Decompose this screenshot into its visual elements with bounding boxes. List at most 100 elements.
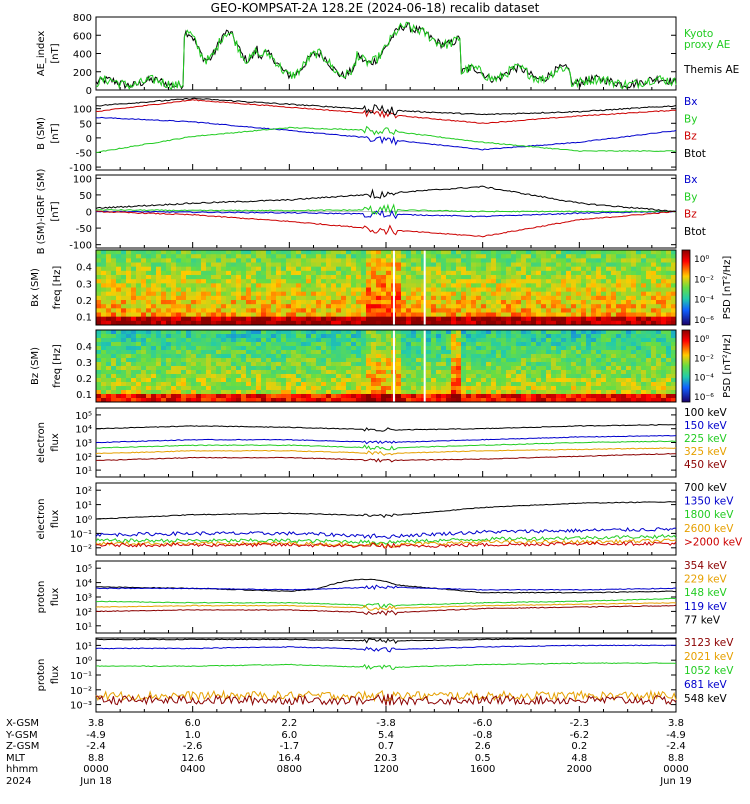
series-8-548keV	[95, 638, 676, 644]
spec-cell	[466, 300, 472, 305]
spec-cell	[456, 358, 462, 363]
spec-cell	[316, 316, 322, 322]
spec-cell	[211, 330, 217, 335]
spec-cell	[561, 362, 567, 367]
spec-cell	[451, 295, 457, 301]
spec-cell	[271, 358, 277, 363]
spec-cell	[336, 378, 342, 383]
spec-cell	[291, 316, 297, 322]
spec-cell	[476, 250, 482, 255]
spec-cell	[176, 270, 182, 276]
spec-cell	[201, 386, 207, 391]
spec-cell	[496, 316, 502, 322]
spec-cell	[191, 304, 197, 309]
spec-cell	[176, 262, 182, 268]
spec-cell	[656, 386, 662, 391]
spec-cell	[581, 266, 587, 272]
spec-cell	[451, 398, 457, 403]
spec-cell	[131, 250, 137, 255]
spec-cell	[506, 362, 512, 367]
spec-cell	[626, 334, 632, 339]
spec-cell	[621, 342, 627, 347]
spec-cell	[401, 342, 407, 347]
spec-cell	[611, 398, 617, 403]
spec-cell	[606, 270, 612, 276]
spec-cell	[416, 334, 422, 339]
legend-elec2-3: 2600 keV	[684, 523, 734, 535]
spec-cell	[436, 354, 442, 359]
spec-cell	[366, 262, 372, 268]
spec-cell	[126, 295, 132, 301]
spec-cell	[186, 254, 192, 259]
spec-cell	[646, 350, 652, 355]
spec-cell	[211, 283, 217, 288]
spec-cell	[571, 258, 577, 263]
spec-cell	[166, 354, 172, 359]
spec-cell	[146, 291, 152, 297]
spec-cell	[581, 320, 587, 326]
spec-cell	[396, 258, 402, 263]
spec-cell	[601, 291, 607, 297]
spec-cell	[401, 382, 407, 387]
spec-cell	[211, 279, 217, 284]
spec-cell	[566, 382, 572, 387]
spec-cell	[336, 250, 342, 255]
spec-cell	[406, 342, 412, 347]
spec-cell	[241, 362, 247, 367]
spec-cell	[671, 295, 677, 301]
spec-cell	[606, 254, 612, 259]
spec-cell	[611, 394, 617, 399]
spec-cell	[571, 320, 577, 326]
spec-cell	[646, 291, 652, 297]
spec-cell	[101, 398, 107, 403]
xaxis-value-3-0: -3.8	[376, 718, 396, 729]
spec-cell	[116, 258, 122, 263]
spec-cell	[436, 266, 442, 272]
spec-cell	[626, 350, 632, 355]
spec-cell	[671, 390, 677, 395]
spec-cell	[111, 362, 117, 367]
spec-cell	[136, 362, 142, 367]
spec-cell	[611, 270, 617, 276]
spec-cell	[671, 254, 677, 259]
spec-cell	[601, 334, 607, 339]
spec-cell	[121, 275, 127, 280]
spec-cell	[671, 330, 677, 335]
spec-cell	[576, 338, 582, 343]
spec-cell	[556, 334, 562, 339]
spec-cell	[286, 316, 292, 322]
spec-cell	[161, 346, 167, 351]
spec-cell	[606, 394, 612, 399]
spec-cell	[296, 350, 302, 355]
spec-cell	[181, 362, 187, 367]
spec-cell	[406, 330, 412, 335]
spec-cell	[386, 350, 392, 355]
spec-cell	[231, 350, 237, 355]
spec-cell	[206, 275, 212, 280]
spec-cell	[641, 334, 647, 339]
spec-cell	[161, 287, 167, 293]
spec-cell	[311, 275, 317, 280]
xaxis-value-6-2: -2.4	[666, 741, 686, 752]
spec-cell	[456, 386, 462, 391]
spec-cell	[161, 374, 167, 379]
spec-cell	[326, 291, 332, 297]
spec-cell	[436, 398, 442, 403]
spec-cell	[226, 283, 232, 288]
spec-cell	[171, 291, 177, 297]
spec-cell	[611, 250, 617, 255]
spec-cell	[176, 320, 182, 326]
spec-cell	[96, 270, 102, 276]
spec-cell	[171, 394, 177, 399]
spec-cell	[571, 350, 577, 355]
spec-cell	[511, 346, 517, 351]
spec-cell	[671, 350, 677, 355]
spec-cell	[646, 279, 652, 284]
spec-cell	[146, 362, 152, 367]
spec-cell	[336, 262, 342, 268]
spec-cell	[511, 330, 517, 335]
spec-cell	[136, 350, 142, 355]
series-5-325keV	[95, 447, 677, 457]
spec-cell	[271, 279, 277, 284]
spec-cell	[436, 254, 442, 259]
